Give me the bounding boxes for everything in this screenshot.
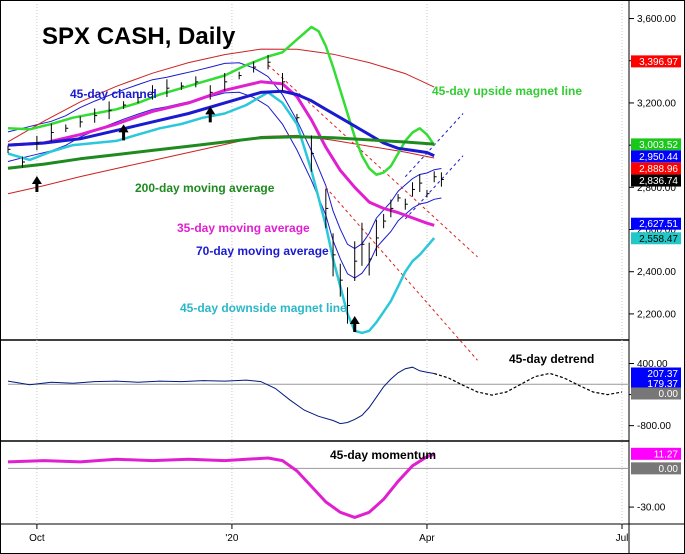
value-badges: 3,396.97 3,003.522,950.442,888.962,836.74… — [631, 55, 681, 475]
detrend-badge: 179.37 — [631, 377, 681, 390]
detrend-badge-bg — [631, 387, 681, 400]
detrend-badge: 0.00 — [631, 387, 681, 400]
price-badge: 2,950.44 — [631, 150, 681, 163]
turn-arrow-icon — [118, 124, 129, 141]
momentum-badge-label: 0.00 — [659, 464, 679, 475]
momentum-y-tick-label: -30.00 — [637, 503, 666, 514]
price-badge: 2,558.47 — [631, 232, 681, 245]
price-badge-bg — [631, 150, 681, 163]
momentum-badge: 0.00 — [631, 462, 681, 475]
red-dashed-projection — [325, 186, 478, 361]
annotation-70-day-ma: 70-day moving average — [196, 244, 329, 258]
price-badge: 2,888.96 — [631, 162, 681, 175]
annotation-200-day-ma: 200-day moving average — [135, 181, 275, 195]
price-badge-label: 3,396.97 — [639, 57, 678, 68]
momentum-badge-bg — [631, 447, 681, 460]
detrend-projection-line — [434, 372, 623, 396]
momentum-badge: 11.27 — [631, 447, 681, 460]
price-badge-label: 3,003.52 — [639, 140, 678, 151]
price-y-tick-label: 3,600.00 — [637, 14, 676, 25]
series-200-day-moving-average — [7, 135, 435, 170]
annotation-downside-magnet: 45-day downside magnet line — [180, 301, 347, 315]
price-y-tick-label: 2,800.00 — [637, 183, 676, 194]
channel-upper-line — [7, 62, 442, 250]
price-badge: 3,396.97 — [631, 55, 681, 68]
annotation-45-day-channel: 45-day channel — [70, 87, 157, 101]
price-y-tick-label: 2,600.00 — [637, 225, 676, 236]
detrend-y-tick-label: -800.00 — [637, 421, 671, 432]
detrend-panel — [7, 366, 629, 425]
price-badge-bg — [631, 162, 681, 175]
price-panel — [7, 25, 478, 361]
price-badge-label: 2,888.96 — [639, 164, 678, 175]
x-tick-label: '20 — [225, 533, 238, 544]
price-badge: 2,836.74 — [631, 174, 681, 187]
detrend-badge-bg — [631, 367, 681, 380]
blue-dashed-projection — [404, 113, 464, 178]
price-y-tick-label: 3,200.00 — [637, 98, 676, 109]
price-badge-label: 2,627.51 — [639, 219, 678, 230]
price-badge-label: 2,950.44 — [639, 152, 678, 163]
price-badge-bg — [631, 174, 681, 187]
detrend-badge-label: 207.37 — [647, 369, 678, 380]
annotation-upside-magnet: 45-day upside magnet line — [432, 84, 582, 98]
price-badge-bg — [631, 217, 681, 230]
detrend-y-tick-label: 400.00 — [637, 359, 668, 370]
detrend-line — [7, 366, 435, 425]
price-badge-bg — [631, 138, 681, 151]
detrend-badge-label: 0.00 — [659, 389, 679, 400]
price-badge-label: 2,836.74 — [639, 176, 678, 187]
momentum-line — [7, 452, 435, 519]
detrend-badge-label: 179.37 — [647, 379, 678, 390]
price-badge-bg — [631, 55, 681, 68]
detrend-badge: 207.37 — [631, 367, 681, 380]
price-y-tick-label: 2,400.00 — [637, 267, 676, 278]
x-tick-label: Oct — [29, 533, 45, 544]
price-badge-label: 2,558.47 — [639, 234, 678, 245]
turn-arrow-icon — [205, 106, 216, 123]
series-35-day-moving-average — [7, 80, 435, 227]
price-badge: 3,003.52 — [631, 138, 681, 151]
turn-arrow-icon — [349, 316, 360, 332]
momentum-label: 45-day momentum — [330, 448, 436, 462]
red-envelope-lower — [7, 134, 435, 195]
price-y-tick-label: 2,200.00 — [637, 309, 676, 320]
turn-arrow-icon — [31, 176, 42, 193]
price-badge-bg — [631, 232, 681, 245]
annotation-35-day-ma: 35-day moving average — [177, 221, 310, 235]
red-envelope-upper — [7, 48, 435, 143]
momentum-panel — [7, 452, 629, 519]
price-badge: 2,627.51 — [631, 217, 681, 230]
momentum-badge-label: 11.27 — [654, 449, 679, 460]
axis-ticks: Oct '20 Apr Jul 2,200.00 2,400.00 2,600.00 2,80… — [29, 14, 676, 544]
momentum-badge-bg — [631, 462, 681, 475]
detrend-label: 45-day detrend — [509, 352, 594, 366]
x-tick-label: Jul — [616, 533, 629, 544]
x-tick-label: Apr — [419, 533, 435, 544]
red-dashed-projection — [267, 64, 478, 258]
blue-dashed-projection — [404, 155, 464, 220]
chart-title: SPX CASH, Daily — [42, 23, 236, 50]
detrend-badge-bg — [631, 377, 681, 390]
